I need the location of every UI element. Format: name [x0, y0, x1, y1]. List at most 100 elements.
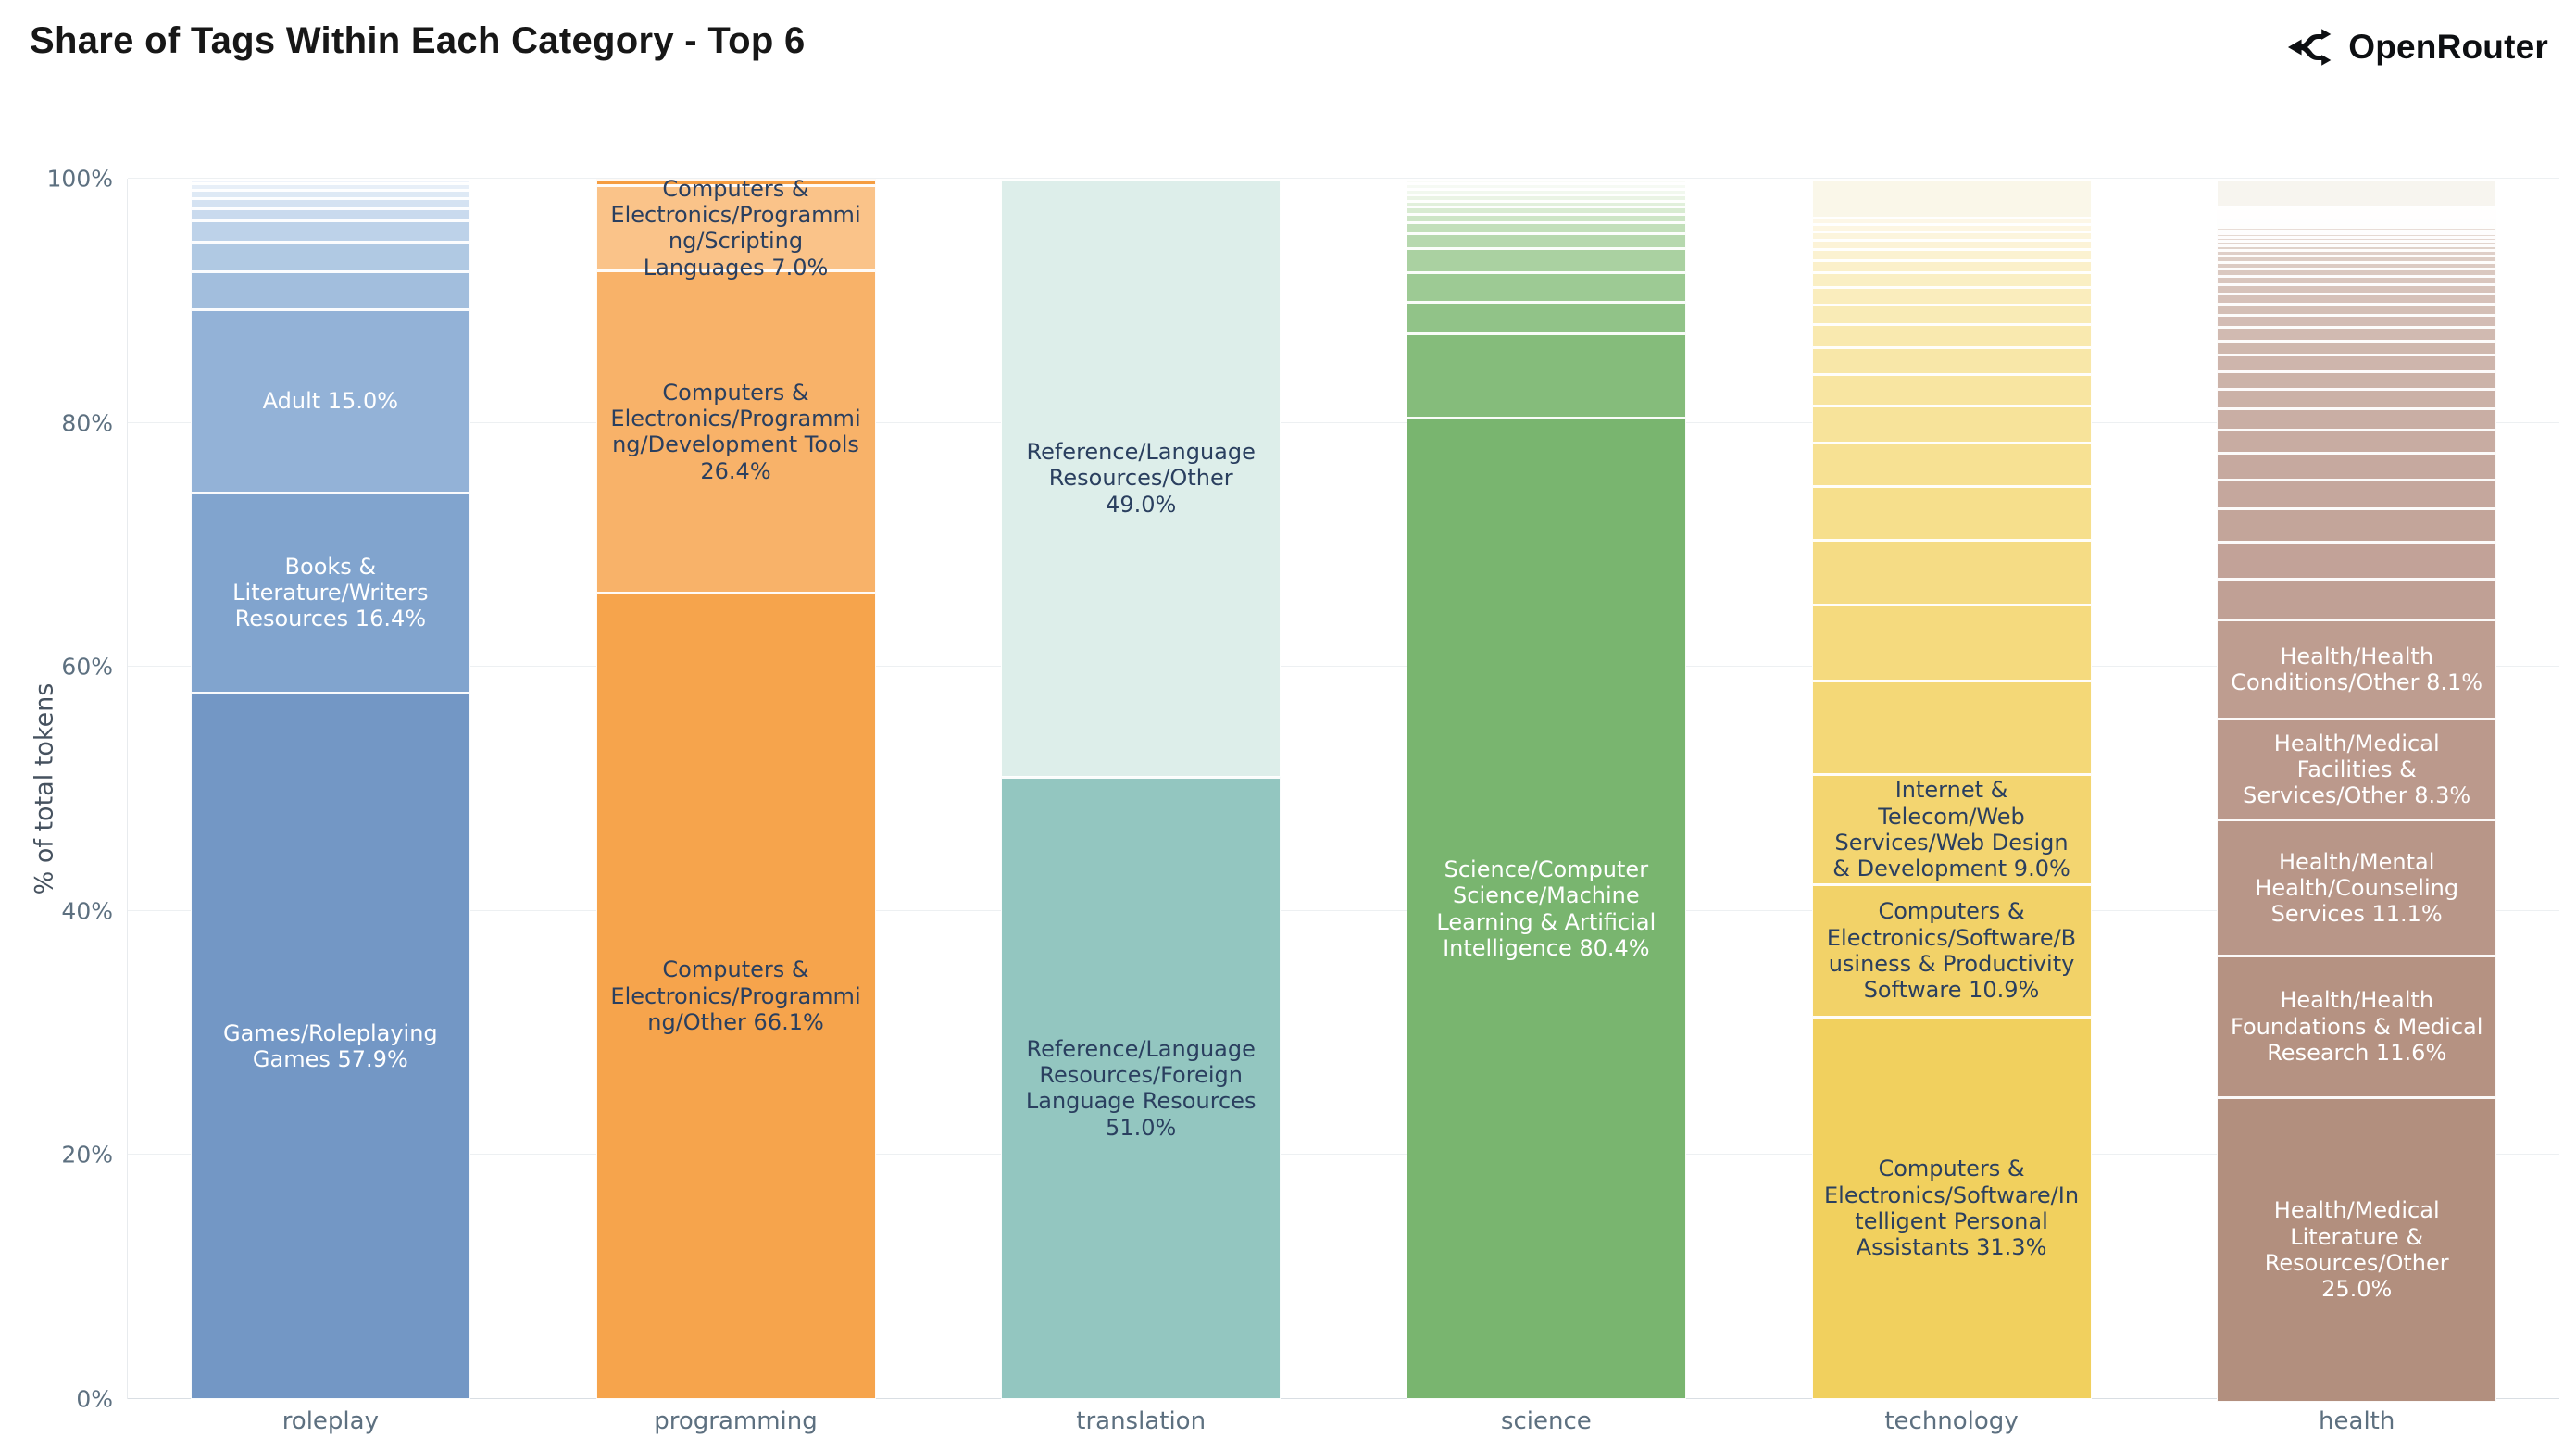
bar-segment[interactable]: [2217, 407, 2497, 430]
y-tick-20: 20%: [61, 1141, 113, 1169]
bar-segment[interactable]: [1811, 540, 2092, 605]
bar-segment[interactable]: [1811, 249, 2092, 261]
bar-segment-programming[interactable]: Computers & Electronics/Programming/Othe…: [595, 592, 876, 1399]
page-title: Share of Tags Within Each Category - Top…: [30, 20, 806, 61]
bar-segment[interactable]: [1811, 272, 2092, 288]
bar-segment[interactable]: [1406, 248, 1686, 273]
bar-segment[interactable]: [190, 219, 470, 243]
bar-segment[interactable]: [2217, 340, 2497, 356]
bar-segment[interactable]: [1811, 680, 2092, 775]
bar-segment-technology[interactable]: Computers & Electronics/Software/Busines…: [1811, 883, 2092, 1018]
bar-segment[interactable]: [2217, 578, 2497, 620]
bar-segment[interactable]: [2217, 250, 2497, 256]
bar-segment[interactable]: [2217, 233, 2497, 238]
bar-segment[interactable]: [1406, 233, 1686, 249]
bar-segment[interactable]: [1811, 486, 2092, 540]
bar-segment[interactable]: [2217, 284, 2497, 294]
bar-segment[interactable]: [190, 271, 470, 309]
bar-segment[interactable]: [2217, 370, 2497, 389]
bar-segment[interactable]: [2217, 269, 2497, 277]
bar-segment-health[interactable]: Health/Mental Health/Counseling Services…: [2217, 819, 2497, 956]
bar-segment-programming[interactable]: Computers & Electronics/Programming/Scri…: [595, 176, 876, 281]
bar-segment[interactable]: [1406, 182, 1686, 189]
bar-segment[interactable]: [1811, 223, 2092, 231]
bar-segment-roleplay[interactable]: Adult 15.0%: [190, 308, 470, 493]
bar-segment[interactable]: [2217, 207, 2497, 211]
bar-segment[interactable]: [1811, 218, 2092, 224]
bar-segment-technology[interactable]: Computers & Electronics/Software/Intelli…: [1811, 1017, 2092, 1399]
bar-segment[interactable]: [2217, 210, 2497, 214]
bar-segment[interactable]: [2217, 314, 2497, 328]
bar-segment[interactable]: [2217, 241, 2497, 246]
bar-segment[interactable]: [2217, 355, 2497, 371]
bar-segment[interactable]: [190, 183, 470, 190]
bar-segment[interactable]: [190, 189, 470, 199]
bar-segment[interactable]: [2217, 213, 2497, 217]
bar-segment[interactable]: [2217, 227, 2497, 231]
bar-segment[interactable]: [2217, 224, 2497, 228]
bar-segment[interactable]: [190, 179, 470, 184]
bar-segment[interactable]: [1406, 188, 1686, 195]
bar-segment[interactable]: [1811, 346, 2092, 374]
bar-segment[interactable]: [1811, 406, 2092, 443]
bar-segment[interactable]: [2217, 479, 2497, 509]
bar-segment[interactable]: [1406, 214, 1686, 223]
bar-slot-roleplay: Adult 15.0% Books & Literature/Writers Re…: [128, 179, 533, 1399]
bar-segment[interactable]: [1811, 179, 2092, 219]
bar-segment[interactable]: [2217, 276, 2497, 285]
bar-segment[interactable]: [1406, 194, 1686, 201]
bar-science: Science/Computer Science/Machine Learnin…: [1406, 179, 1686, 1399]
bar-segment[interactable]: [2217, 541, 2497, 579]
bar-segment[interactable]: [1811, 604, 2092, 681]
bar-segment[interactable]: [1406, 272, 1686, 303]
bar-segment[interactable]: [2217, 508, 2497, 542]
bar-segment[interactable]: [2217, 294, 2497, 305]
bar-segment[interactable]: [1406, 206, 1686, 215]
bar-segment[interactable]: [2217, 216, 2497, 219]
bar-segment[interactable]: [190, 198, 470, 208]
bar-segment[interactable]: [595, 179, 876, 185]
bar-segment-health[interactable]: Health/Medical Literature & Resources/Ot…: [2217, 1096, 2497, 1403]
x-axis-labels: roleplay programming translation science tec…: [128, 1407, 2559, 1435]
bar-segment[interactable]: [2217, 230, 2497, 234]
bar-segment[interactable]: [2217, 256, 2497, 262]
bar-segment-technology[interactable]: Internet & Telecom/Web Services/Web Desi…: [1811, 774, 2092, 884]
bar-segment[interactable]: [190, 207, 470, 220]
bar-segment-science[interactable]: Science/Computer Science/Machine Learnin…: [1406, 418, 1686, 1399]
x-label-technology: technology: [1884, 1407, 2019, 1435]
bar-segment[interactable]: [2217, 221, 2497, 225]
bar-segment-translation[interactable]: Reference/Language Resources/Other 49.0%: [1001, 179, 1282, 777]
bar-segment[interactable]: [2217, 327, 2497, 341]
openrouter-brand[interactable]: OpenRouter: [2283, 22, 2548, 72]
bar-segment[interactable]: [2217, 304, 2497, 315]
bar-segment[interactable]: [2217, 261, 2497, 269]
bar-segment[interactable]: [1811, 231, 2092, 240]
bar-segment[interactable]: [190, 242, 470, 272]
bar-segment-health[interactable]: Health/Medical Facilities & Services/Oth…: [2217, 719, 2497, 820]
bar-segment-programming[interactable]: Computers & Electronics/Programming/Deve…: [595, 269, 876, 593]
bar-segment-health[interactable]: Health/Health Conditions/Other 8.1%: [2217, 619, 2497, 719]
bar-segment[interactable]: [2217, 388, 2497, 408]
bar-segment[interactable]: [2217, 429, 2497, 454]
bar-segment-health[interactable]: Health/Health Foundations & Medical Rese…: [2217, 955, 2497, 1097]
bar-segment[interactable]: [1811, 239, 2092, 250]
bar-segment-roleplay[interactable]: Games/Roleplaying Games 57.9%: [190, 692, 470, 1399]
bar-segment[interactable]: [1406, 222, 1686, 234]
bar-segment[interactable]: [2217, 245, 2497, 251]
bar-segment[interactable]: [1811, 373, 2092, 406]
bar-segment[interactable]: [1811, 287, 2092, 305]
bar-segment-roleplay[interactable]: Books & Literature/Writers Resources 16.…: [190, 492, 470, 693]
bar-segment[interactable]: [1406, 302, 1686, 334]
bar-segment[interactable]: [1406, 179, 1686, 183]
bar-segment[interactable]: [2217, 219, 2497, 222]
bar-segment[interactable]: [2217, 453, 2497, 480]
bar-segment[interactable]: [1811, 304, 2092, 324]
bar-segment[interactable]: [2217, 237, 2497, 242]
bar-segment[interactable]: [1406, 200, 1686, 207]
bar-segment[interactable]: [1811, 323, 2092, 347]
bar-segment[interactable]: [1811, 442, 2092, 487]
bar-segment[interactable]: [1406, 333, 1686, 419]
bar-segment[interactable]: [1811, 260, 2092, 273]
bar-segment[interactable]: [2217, 179, 2497, 208]
bar-segment-translation[interactable]: Reference/Language Resources/Foreign Lan…: [1001, 776, 1282, 1399]
